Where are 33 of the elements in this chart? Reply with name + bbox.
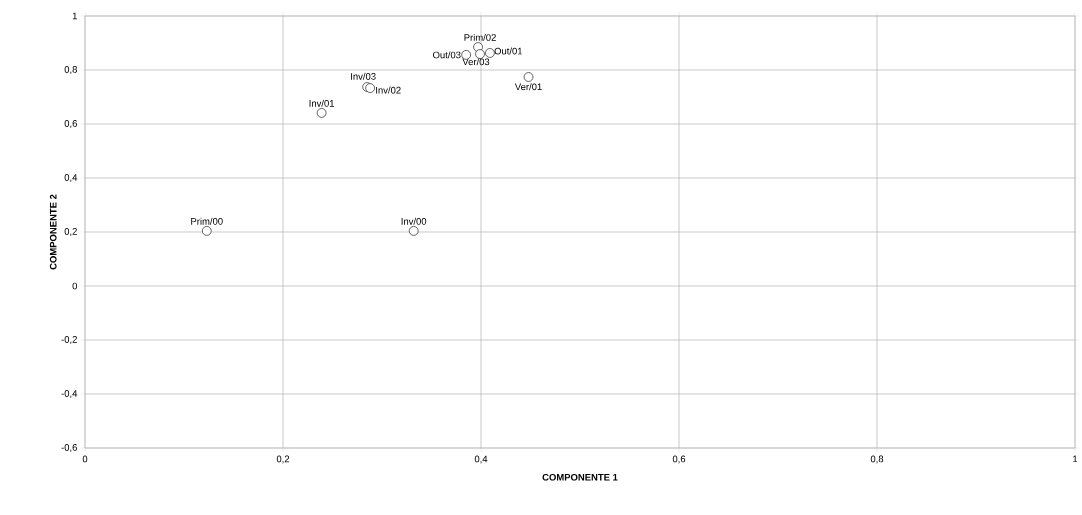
annotation: Inv/00 [401,217,427,225]
annotation: Prim/00 [191,217,223,225]
y-tick-label: 0,8 [64,66,77,74]
y-tick-label: -0,2 [61,336,77,344]
annotation: Inv/03 [351,72,376,80]
x-axis-title: COMPONENTE 1 [542,473,618,481]
annotation: Ver/01 [514,83,542,91]
point [201,226,212,236]
y-tick-label: 0,6 [64,120,77,128]
y-tick-label: 0,4 [64,174,78,182]
point [316,108,327,118]
x-tick-label: 1 [1073,455,1078,463]
annotation: Prim/02 [464,33,496,41]
y-tick-label: 0 [72,282,78,290]
y-tick-label: -0,4 [61,390,78,398]
y-tick-label: 0,2 [64,228,77,236]
y-axis-title: COMPONENTE 2 [49,194,57,270]
point [475,49,485,59]
y-tick-label: 1 [72,12,77,20]
point [523,72,534,82]
x-tick-label: 0,4 [474,455,488,464]
x-tick-label: 0 [82,455,88,463]
point [408,226,419,236]
y-tick-label: -0,6 [61,444,77,452]
x-tick-label: 0,6 [672,455,686,464]
point [485,48,495,58]
annotation: Out/03 [433,51,461,59]
annotation: Ver/03 [462,58,490,66]
annotation: Out/01 [494,47,523,55]
annotation: Inv/01 [309,99,335,107]
annotation: Inv/02 [376,86,401,94]
x-tick-label: 0,8 [870,455,884,464]
x-tick-label: 0,2 [276,455,290,464]
